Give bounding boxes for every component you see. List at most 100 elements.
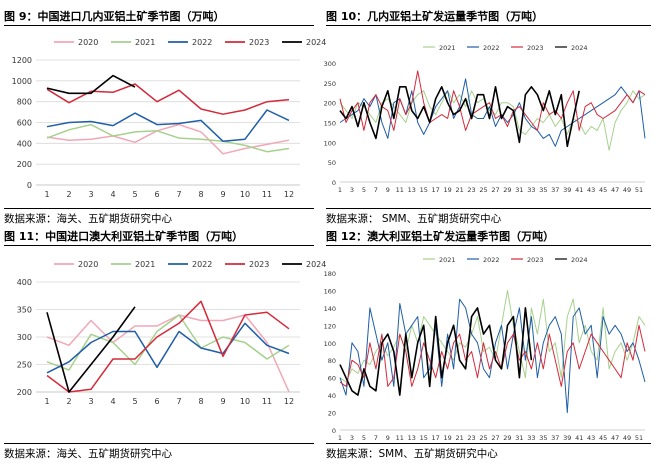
y-tick-label-1-0: 0	[332, 179, 336, 187]
series-line-2-2024	[46, 306, 136, 393]
x-tick-label-1-1: 3	[350, 186, 354, 194]
y-tick-label-1-1: 50	[328, 159, 336, 167]
x-tick-label-2-7: 8	[198, 397, 203, 406]
legend-label-0-2023: 2023	[249, 38, 269, 47]
x-tick-label-1-11: 23	[467, 186, 475, 194]
x-tick-label-3-6: 13	[408, 434, 416, 442]
legend-label-0-2021: 2021	[135, 38, 155, 47]
x-tick-label-1-14: 29	[503, 186, 511, 194]
x-tick-label-1-12: 25	[479, 186, 487, 194]
series-line-3-2023	[339, 324, 646, 387]
x-tick-label-3-22: 45	[599, 434, 607, 442]
x-tick-label-1-22: 45	[599, 186, 607, 194]
x-tick-label-3-13: 27	[491, 434, 499, 442]
legend-label-3-2021: 2021	[439, 256, 456, 264]
x-tick-label-1-4: 9	[386, 186, 390, 194]
x-tick-label-2-3: 4	[110, 397, 115, 406]
y-tick-label-1-5: 250	[324, 80, 336, 88]
x-tick-label-3-24: 49	[623, 434, 631, 442]
chart-title-10: 图 10：几内亚铝土矿发运量季节图（万吨）	[326, 10, 544, 23]
x-tick-label-2-11: 12	[284, 397, 294, 406]
x-tick-label-2-10: 11	[262, 397, 272, 406]
x-tick-label-3-9: 19	[444, 434, 452, 442]
x-tick-label-1-16: 33	[527, 186, 535, 194]
legend-label-0-2022: 2022	[192, 38, 212, 47]
legend-label-1-2023: 2023	[527, 44, 544, 52]
y-tick-label-3-1: 20	[328, 410, 336, 418]
y-tick-label-1-3: 150	[324, 120, 336, 128]
x-tick-label-1-7: 15	[420, 186, 428, 194]
x-tick-label-3-10: 21	[455, 434, 463, 442]
y-tick-label-3-4: 80	[328, 357, 336, 365]
source-rule-9	[4, 208, 314, 209]
x-tick-label-1-13: 27	[491, 186, 499, 194]
legend-label-1-2021: 2021	[439, 44, 456, 52]
x-tick-label-2-5: 6	[154, 397, 159, 406]
y-tick-label-3-3: 60	[328, 375, 336, 383]
x-tick-label-0-11: 12	[284, 190, 294, 199]
title-rule-11	[4, 245, 314, 246]
y-tick-label-0-1: 200	[17, 160, 32, 169]
y-tick-label-1-2: 100	[324, 139, 336, 147]
legend-label-3-2024: 2024	[571, 256, 588, 264]
x-tick-label-0-3: 4	[110, 190, 115, 199]
x-tick-label-1-18: 37	[551, 186, 559, 194]
x-tick-label-0-4: 5	[132, 190, 137, 199]
x-tick-label-0-9: 10	[240, 190, 250, 199]
x-tick-label-3-5: 11	[396, 434, 404, 442]
legend-label-1-2024: 2024	[571, 44, 588, 52]
series-line-3-2024	[339, 307, 533, 396]
x-tick-label-3-17: 35	[539, 434, 547, 442]
y-tick-label-2-0: 200	[17, 388, 32, 397]
legend-label-3-2022: 2022	[483, 256, 500, 264]
y-tick-label-0-0: 0	[27, 181, 32, 190]
legend-label-2-2023: 2023	[249, 260, 269, 269]
x-tick-label-0-7: 8	[198, 190, 203, 199]
source-note-9: 数据来源：海关、五矿期货研究中心	[4, 213, 172, 225]
chart-title-12: 图 12：澳大利亚铝土矿发运量季节图（万吨）	[326, 230, 555, 243]
x-tick-label-1-10: 21	[455, 186, 463, 194]
x-tick-label-1-2: 5	[362, 186, 366, 194]
x-tick-label-3-25: 51	[635, 434, 643, 442]
x-tick-label-3-11: 23	[467, 434, 475, 442]
y-tick-label-3-2: 40	[328, 392, 336, 400]
y-tick-label-3-9: 180	[324, 270, 336, 278]
x-tick-label-1-5: 11	[396, 186, 404, 194]
legend-label-1-2022: 2022	[483, 44, 500, 52]
legend-label-2-2022: 2022	[192, 260, 212, 269]
y-tick-label-2-1: 250	[17, 361, 32, 370]
x-tick-label-0-6: 7	[176, 190, 181, 199]
chart-title-9: 图 9：中国进口几内亚铝土矿季节图（万吨）	[4, 10, 225, 23]
x-tick-label-0-1: 2	[66, 190, 71, 199]
source-rule-11	[4, 443, 314, 444]
x-tick-label-3-8: 17	[432, 434, 440, 442]
legend-label-2-2020: 2020	[78, 260, 98, 269]
title-rule-9	[4, 25, 314, 26]
x-tick-label-3-7: 15	[420, 434, 428, 442]
y-tick-label-0-2: 400	[17, 139, 32, 148]
legend-label-2-2024: 2024	[306, 260, 326, 269]
title-rule-10	[326, 25, 651, 26]
x-tick-label-0-0: 1	[44, 190, 49, 199]
source-note-11: 数据来源：海关、五矿期货研究中心	[4, 448, 172, 460]
x-tick-label-0-10: 11	[262, 190, 272, 199]
x-tick-label-1-21: 43	[587, 186, 595, 194]
series-line-2-2022	[46, 322, 290, 374]
legend-label-3-2023: 2023	[527, 256, 544, 264]
series-line-2-2020	[46, 314, 290, 393]
x-tick-label-3-3: 7	[374, 434, 378, 442]
source-rule-12	[326, 443, 651, 444]
x-tick-label-1-20: 41	[575, 186, 583, 194]
y-tick-label-2-2: 300	[17, 333, 32, 342]
y-tick-label-2-4: 400	[17, 278, 32, 287]
series-line-0-2020	[46, 123, 290, 155]
x-tick-label-2-6: 7	[176, 397, 181, 406]
x-tick-label-1-25: 51	[635, 186, 643, 194]
x-tick-label-1-15: 31	[515, 186, 523, 194]
chart-title-11: 图 11：中国进口澳大利亚铝土矿季节图（万吨）	[4, 230, 244, 243]
x-tick-label-1-17: 35	[539, 186, 547, 194]
y-tick-label-0-3: 600	[17, 119, 32, 128]
legend-label-0-2020: 2020	[78, 38, 98, 47]
y-tick-label-2-3: 350	[17, 306, 32, 315]
